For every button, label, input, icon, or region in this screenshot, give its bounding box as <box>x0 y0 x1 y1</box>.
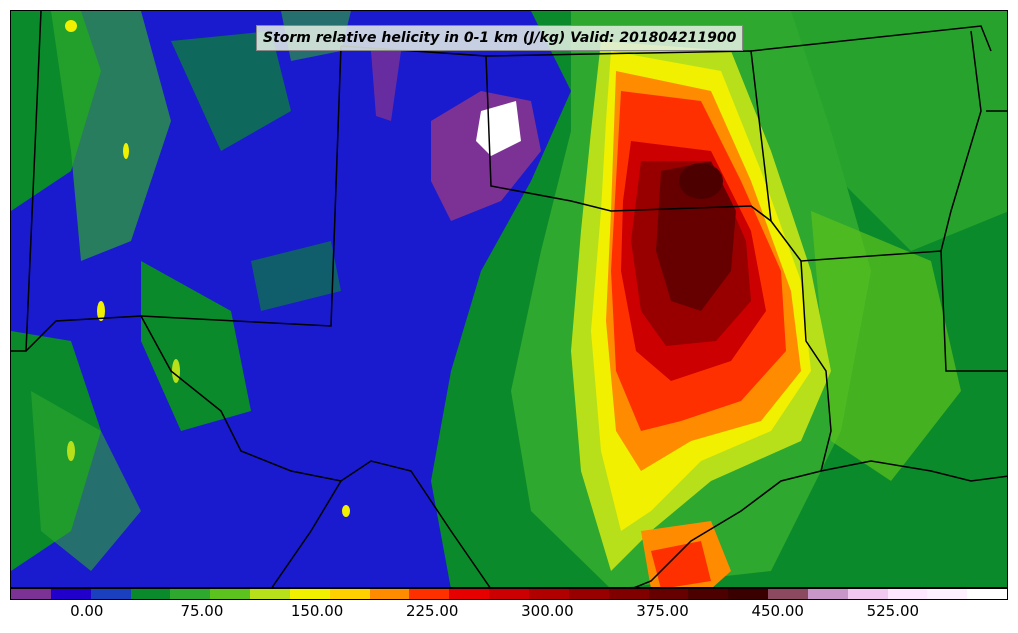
colorbar-swatch <box>887 589 928 599</box>
map-panel: Storm relative helicity in 0-1 km (J/kg)… <box>10 10 1008 588</box>
colorbar-swatch <box>289 589 330 599</box>
colorbar-swatch <box>11 589 51 599</box>
colorbar-swatch <box>528 589 569 599</box>
colorbar-tick-label: 150.00 <box>290 602 344 620</box>
colorbar-swatch <box>210 589 251 599</box>
colorbar-tick-label: 375.00 <box>636 602 689 620</box>
colorbar-swatch <box>648 589 689 599</box>
colorbar-swatch <box>568 589 609 599</box>
colorbar-swatch <box>688 589 729 599</box>
colorbar-swatch <box>90 589 131 599</box>
panhandle-low-helicity <box>371 51 541 221</box>
high-helicity-core <box>611 91 786 431</box>
extreme-core <box>679 163 723 199</box>
map-title: Storm relative helicity in 0-1 km (J/kg)… <box>256 25 744 51</box>
colorbar-swatch <box>927 589 968 599</box>
coastal-red-plume <box>641 521 731 587</box>
colorbar-tick-label: 525.00 <box>866 602 920 620</box>
colorbar-swatch <box>369 589 410 599</box>
colorbar-tick-label: 225.00 <box>405 602 459 620</box>
colorbar-tick-label: 0.00 <box>70 602 104 620</box>
colorbar-swatch <box>489 589 529 599</box>
colorbar-swatch <box>847 589 888 599</box>
colorbar-labels: 0.00 75.00 150.00 225.00 300.00 375.00 450.00 5… <box>10 602 1008 626</box>
colorbar-tick-label: 75.00 <box>180 602 224 620</box>
colorbar-tick-label: 450.00 <box>751 602 804 620</box>
colorbar-swatch <box>967 589 1008 599</box>
colorbar-swatch <box>608 589 649 599</box>
colorbar-swatch <box>329 589 370 599</box>
colorbar <box>10 588 1008 600</box>
colorbar-swatch <box>130 589 171 599</box>
colorbar-swatch <box>768 589 808 599</box>
colorbar-swatch <box>728 589 769 599</box>
colorbar-swatch <box>807 589 848 599</box>
colorbar-swatch <box>250 589 290 599</box>
colorbar-swatch <box>449 589 490 599</box>
colorbar-swatch <box>50 589 91 599</box>
colorbar-swatch <box>409 589 450 599</box>
state-borders <box>11 11 1007 587</box>
helicity-map <box>11 11 1007 587</box>
colorbar-swatch <box>170 589 211 599</box>
western-yellow-streaks <box>65 20 350 517</box>
colorbar-tick-label: 300.00 <box>521 602 574 620</box>
